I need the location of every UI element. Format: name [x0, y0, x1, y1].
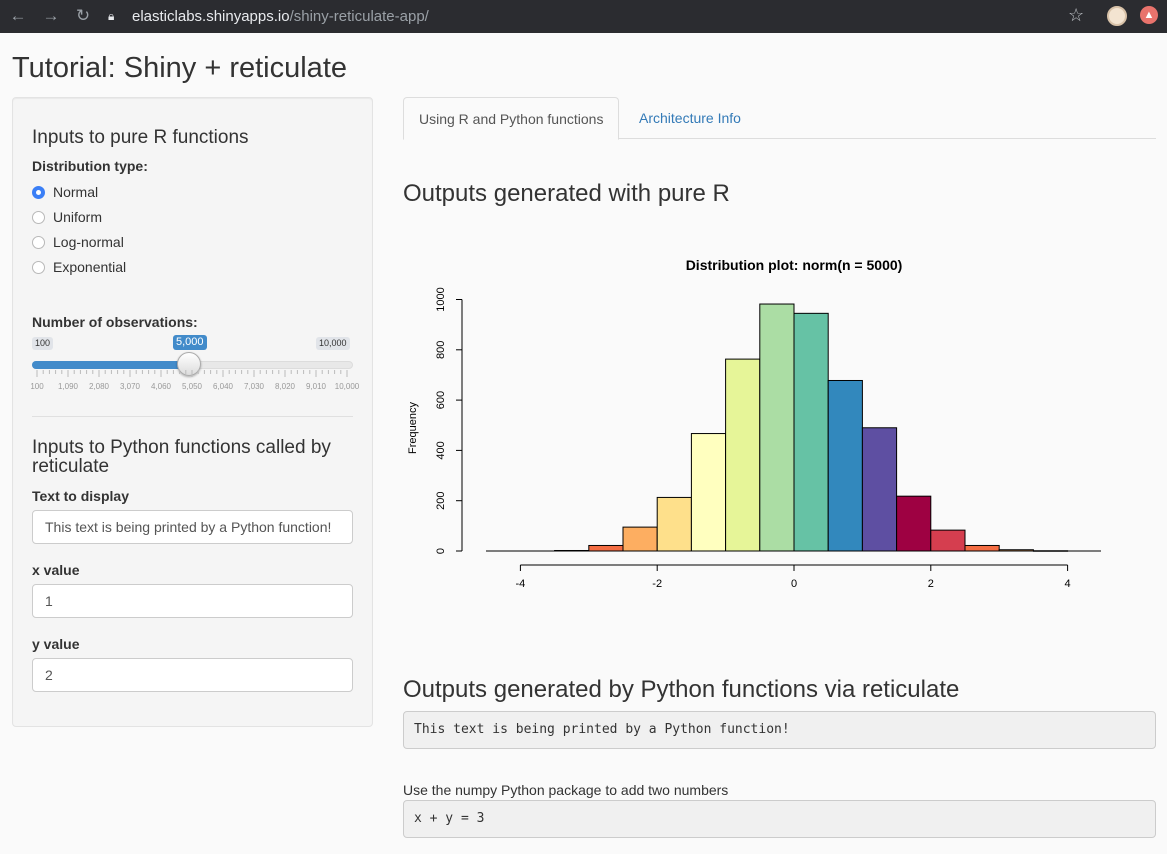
chart-title: Distribution plot: norm(n = 5000) [686, 257, 903, 273]
slider-tick-label: 7,030 [243, 382, 265, 391]
python-inputs-heading: Inputs to Python functions called by ret… [32, 437, 331, 477]
slider-tick-label: 6,040 [212, 382, 234, 391]
x-value-input[interactable] [32, 584, 353, 618]
slider-tick-label: 2,080 [88, 382, 110, 391]
radio-label: Normal [53, 184, 99, 200]
forward-icon[interactable]: → [42, 6, 60, 25]
back-icon[interactable]: ← [9, 6, 27, 25]
observations-label: Number of observations: [32, 314, 198, 330]
slider-tick-label: 100 [30, 382, 44, 391]
python-text-output: This text is being printed by a Python f… [403, 711, 1156, 749]
distribution-type-label: Distribution type: [32, 158, 148, 174]
y-tick-label: 200 [435, 492, 447, 510]
y-tick-label: 800 [435, 341, 447, 359]
r-inputs-heading: Inputs to pure R functions [32, 127, 249, 148]
y-value-input[interactable] [32, 658, 353, 692]
extension-icon[interactable]: ▲ [1140, 6, 1158, 24]
x-tick-label: -4 [516, 578, 526, 590]
divider [32, 416, 353, 417]
y-axis-label: Frequency [407, 402, 419, 454]
radio-button-icon[interactable] [32, 260, 45, 274]
url-host: elasticlabs.shinyapps.io [132, 7, 290, 25]
histogram-bar [622, 526, 658, 552]
slider-min-label: 100 [32, 337, 54, 350]
y-tick-label: 600 [435, 391, 447, 409]
histogram-bar [930, 529, 966, 552]
slider-handle[interactable] [177, 352, 202, 376]
radio-normal[interactable]: Normal [32, 184, 98, 200]
x-value-label: x value [32, 562, 80, 578]
url-path: /shiny-reticulate-app/ [289, 7, 429, 25]
text-display-input[interactable] [32, 510, 353, 544]
y-tick-label: 400 [435, 441, 447, 459]
histogram-bar [759, 303, 795, 552]
r-outputs-heading: Outputs generated with pure R [403, 180, 730, 207]
histogram-bar [861, 427, 898, 552]
page-title: Tutorial: Shiny + reticulate [12, 52, 348, 84]
histogram-bar [896, 495, 932, 552]
tab-architecture-info[interactable]: Architecture Info [639, 110, 741, 126]
slider-max-label: 10,000 [316, 337, 350, 350]
x-tick-label: 0 [791, 578, 797, 590]
histogram-bar [588, 544, 624, 552]
tab-bar: Using R and Python functions Architectur… [403, 97, 1156, 140]
radio-log-normal[interactable]: Log-normal [32, 234, 124, 250]
sidebar-panel: Inputs to pure R functions Distribution … [12, 97, 373, 727]
slider-tick-label: 10,000 [334, 382, 360, 391]
profile-avatar-icon[interactable] [1107, 6, 1127, 26]
slider-tick-label: 1,090 [57, 382, 79, 391]
browser-toolbar: ← → ↻ 🔒︎ elasticlabs.shinyapps.io/shiny-… [0, 0, 1167, 33]
histogram-bar [656, 496, 692, 552]
text-display-label: Text to display [32, 488, 129, 504]
slider-tick-label: 5,050 [181, 382, 203, 391]
radio-button-icon[interactable] [32, 235, 45, 249]
slider-fill [32, 361, 190, 369]
y-value-label: y value [32, 636, 80, 652]
slider-tick-label: 9,010 [305, 382, 327, 391]
histogram-plot: Distribution plot: norm(n = 5000) Freque… [407, 257, 1101, 590]
radio-exponential[interactable]: Exponential [32, 259, 126, 275]
radio-label: Exponential [53, 259, 127, 275]
slider-tick-label: 3,070 [119, 382, 141, 391]
radio-button-icon[interactable] [32, 185, 45, 199]
python-outputs-heading: Outputs generated by Python functions vi… [403, 676, 960, 703]
y-tick-label: 0 [435, 548, 447, 554]
x-tick-label: 2 [928, 578, 934, 590]
slider-ticks [36, 370, 348, 377]
radio-label: Uniform [53, 209, 103, 225]
lock-icon: 🔒︎ [108, 8, 115, 23]
y-tick-label: 1000 [435, 287, 447, 311]
histogram-bar [827, 379, 863, 552]
radio-uniform[interactable]: Uniform [32, 209, 102, 225]
radio-label: Log-normal [53, 234, 124, 250]
slider-tick-label: 8,020 [274, 382, 296, 391]
slider-value-badge: 5,000 [173, 335, 207, 350]
histogram-bar [964, 544, 1000, 552]
histogram-bar [725, 358, 761, 552]
bookmark-star-icon[interactable]: ☆ [1068, 5, 1085, 25]
tab-r-python-functions[interactable]: Using R and Python functions [403, 97, 620, 140]
address-bar[interactable]: 🔒︎ elasticlabs.shinyapps.io/shiny-reticu… [108, 2, 1098, 30]
histogram-bar [690, 433, 727, 552]
histogram-bar [793, 312, 829, 552]
reload-icon[interactable]: ↻ [75, 6, 91, 25]
slider-tick-label: 4,060 [150, 382, 172, 391]
x-tick-label: -2 [652, 578, 662, 590]
numpy-description: Use the numpy Python package to add two … [403, 782, 729, 798]
radio-button-icon[interactable] [32, 210, 45, 224]
x-tick-label: 4 [1065, 578, 1071, 590]
numpy-sum-output: x + y = 3 [403, 800, 1156, 838]
